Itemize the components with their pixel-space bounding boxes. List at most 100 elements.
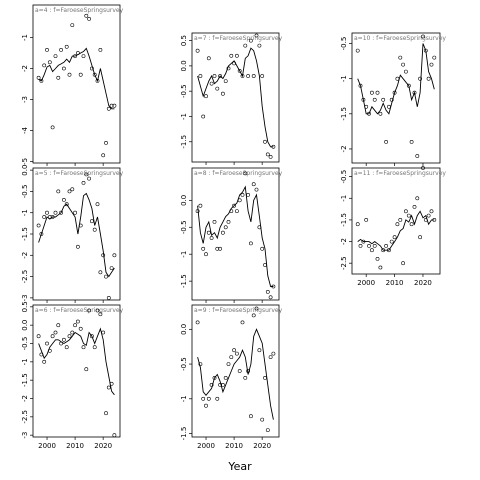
data-point [367, 111, 371, 116]
fit-line [197, 185, 274, 287]
y-tick-label: -0.5 [340, 170, 348, 184]
panel-title: a=5 : f=FaroeseSpringsurvey [35, 170, 124, 177]
data-point [237, 369, 242, 373]
y-tick-label: 0.5 [21, 301, 29, 312]
chart-panel-8: a=9 : f=FaroeseSpringsurvey -1.5 -1 -0.5 0.0… [180, 304, 283, 450]
data-point [223, 225, 228, 230]
data-point [87, 16, 92, 21]
y-tick-label: 0.5 [180, 35, 188, 46]
data-point [429, 209, 434, 214]
data-point [215, 86, 220, 91]
data-point [232, 348, 237, 353]
y-tick-label: -1 [180, 395, 188, 402]
data-point [76, 244, 80, 249]
data-point [212, 375, 217, 380]
data-point [73, 54, 78, 59]
data-point [246, 369, 251, 373]
y-tick-label: 0.0 [180, 324, 188, 335]
data-point [56, 75, 61, 80]
data-point [240, 74, 245, 78]
data-point [90, 219, 94, 224]
data-point [59, 48, 64, 52]
data-point [232, 61, 237, 66]
chart-panels: a=4 : f=FaroeseSpringsurvey-5-4-3-2-1 a=7… [21, 4, 446, 450]
data-point [355, 222, 360, 227]
data-point [109, 266, 114, 271]
y-tick-label: -2.5 [340, 256, 348, 270]
data-point [406, 213, 411, 218]
y-tick-label: -2 [21, 252, 29, 259]
data-point [401, 62, 406, 67]
data-point [223, 79, 228, 84]
chart-panel-5: a=8 : f=FaroeseSpringsurvey -1.5 -1 -0.5 0.0 [180, 167, 283, 303]
y-tick-label: 0.0 [180, 60, 188, 71]
data-point [226, 362, 231, 367]
data-point [257, 348, 262, 353]
panel-title: a=10 : f=FaroeseSpringsurvey [354, 35, 446, 42]
y-tick-label: -2.5 [21, 270, 29, 284]
data-point [361, 97, 366, 102]
data-point [229, 53, 234, 58]
data-point [358, 243, 363, 248]
data-point [415, 154, 420, 158]
data-point [265, 152, 270, 157]
y-tick-label: -1 [21, 209, 29, 216]
data-point [90, 334, 94, 339]
x-tick-label: 2020 [414, 279, 432, 287]
y-tick-label: -1.5 [180, 427, 188, 441]
data-point [76, 51, 80, 55]
data-point [392, 90, 397, 95]
y-tick-label: -1 [180, 251, 188, 258]
y-tick-label: -0.5 [180, 220, 188, 234]
data-point [198, 74, 203, 78]
data-point [106, 385, 111, 390]
data-point [361, 239, 366, 244]
data-point [234, 351, 239, 356]
data-point [375, 256, 380, 261]
data-point [209, 382, 214, 387]
data-point [268, 154, 273, 159]
fit-line [357, 210, 435, 251]
data-point [364, 217, 369, 222]
y-tick-label: -1.5 [340, 213, 348, 227]
data-point [418, 76, 423, 81]
data-point [229, 355, 234, 360]
data-point [226, 66, 231, 71]
data-point [240, 320, 245, 325]
y-tick-label: 0.0 [21, 320, 29, 331]
data-point [254, 33, 259, 38]
data-point [98, 312, 103, 317]
x-tick-label: 2000 [38, 442, 56, 450]
data-point [36, 75, 41, 80]
data-point [246, 192, 251, 197]
y-tick-label: -2 [340, 238, 348, 245]
data-point [215, 246, 220, 251]
data-point [257, 225, 262, 230]
data-point [81, 345, 86, 350]
data-point [98, 270, 103, 275]
data-point [418, 235, 423, 240]
data-point [265, 428, 270, 433]
data-point [70, 187, 75, 192]
data-point [265, 289, 270, 294]
data-point [237, 198, 242, 203]
data-point [372, 243, 377, 248]
data-point [412, 90, 417, 95]
y-tick-label: -4 [21, 126, 29, 134]
plot-frame [32, 304, 121, 438]
data-point [42, 215, 47, 219]
data-point [421, 34, 425, 39]
data-point [53, 330, 58, 335]
data-point [218, 74, 223, 78]
data-point [212, 74, 217, 78]
data-point [112, 103, 117, 108]
y-tick-label: -1 [21, 34, 29, 41]
data-point [372, 97, 377, 102]
data-point [426, 213, 431, 218]
fit-line [197, 328, 274, 420]
data-point [246, 74, 251, 78]
data-point [73, 323, 78, 328]
data-point [81, 180, 86, 185]
data-point [53, 210, 58, 215]
data-point [201, 114, 206, 119]
